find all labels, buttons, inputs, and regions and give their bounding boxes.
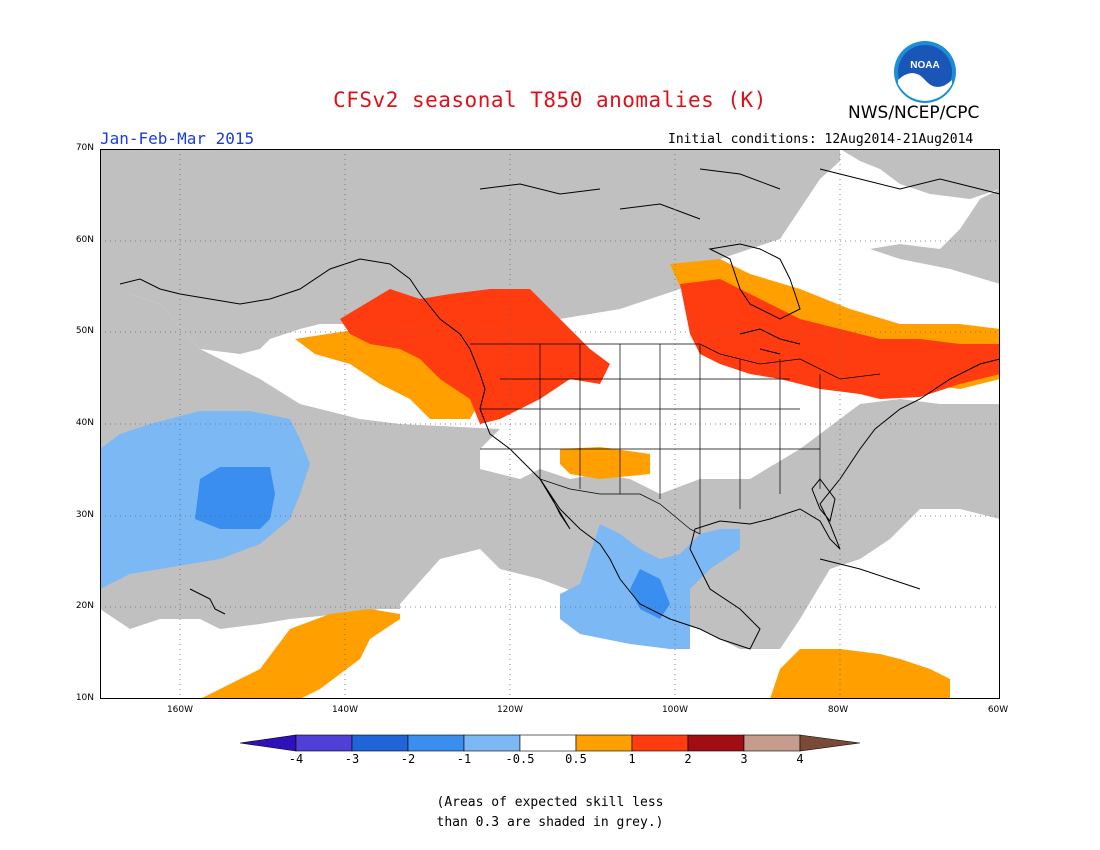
footnote-line: than 0.3 are shaded in grey.) [436, 815, 664, 830]
negative-anomalies [100, 411, 740, 649]
anomaly-map [100, 149, 1000, 699]
colorbar-segment [295, 734, 353, 752]
hawaii [189, 588, 226, 615]
initial-conditions: Initial conditions: 12Aug2014-21Aug2014 [668, 132, 974, 147]
skill-footnote: (Areas of expected skill less than 0.3 a… [0, 793, 1100, 833]
hudson-bay [708, 243, 801, 320]
grey-north-pacific [100, 284, 1000, 649]
lon-label: 60W [987, 705, 1009, 715]
grey-arctic-west [100, 149, 840, 354]
baja-california [539, 478, 571, 530]
us-mexico-border [539, 478, 701, 535]
lat-label: 20N [75, 601, 94, 611]
chart-title: CFSv2 seasonal T850 anomalies (K) [333, 88, 767, 112]
lat-label: 60N [75, 235, 94, 245]
colorbar-label: 1 [628, 752, 636, 766]
colorbar-label: -3 [344, 752, 360, 766]
colorbar-segment [575, 734, 633, 752]
mid-blue-mexico [630, 569, 670, 619]
colorbar-label: 0.5 [565, 752, 587, 766]
colorbar-label: -1 [456, 752, 472, 766]
color-scale-bar [240, 734, 860, 752]
noaa-logo: NOAA [894, 41, 956, 103]
graticule [100, 149, 1000, 699]
colorbar-segment [519, 734, 577, 752]
red-pacific-nw [340, 289, 610, 424]
coastlines [119, 168, 1000, 650]
colorbar-label: -2 [400, 752, 416, 766]
colorbar-segment [240, 734, 297, 752]
forecast-period: Jan-Feb-Mar 2015 [100, 129, 255, 148]
arctic-islands [479, 168, 781, 220]
mid-blue-pacific [195, 467, 275, 529]
lat-label: 40N [75, 418, 94, 428]
footnote-line: (Areas of expected skill less [436, 795, 664, 810]
colorbar-label: 3 [740, 752, 748, 766]
colorbar-label: 2 [684, 752, 692, 766]
colorbar-label: -0.5 [505, 752, 535, 766]
great-lakes [739, 328, 801, 355]
north-america-coast [119, 258, 1000, 650]
orange-caribbean [770, 649, 950, 699]
lat-label: 10N [75, 693, 94, 703]
florida [811, 478, 836, 523]
lat-label: 30N [75, 510, 94, 520]
colorbar-label: -4 [288, 752, 304, 766]
colorbar-label: 4 [796, 752, 804, 766]
positive-anomalies [200, 259, 1000, 699]
orange-southwest [560, 447, 650, 479]
colorbar-segment [407, 734, 465, 752]
lon-label: 100W [661, 705, 689, 715]
grey-arctic-east [840, 149, 1000, 199]
lon-label: 80W [827, 705, 849, 715]
lat-label: 70N [75, 143, 94, 153]
colorbar-segment [799, 734, 860, 752]
organization-label: NWS/NCEP/CPC [848, 103, 980, 123]
state-lines [480, 344, 821, 534]
greenland [819, 168, 1000, 195]
orange-tropical-pacific [200, 609, 400, 699]
colorbar-segment [351, 734, 409, 752]
us-canada-border [470, 343, 881, 380]
grey-greenland-east [870, 189, 1000, 284]
logo-text: NOAA [910, 60, 939, 71]
colorbar-segment [743, 734, 801, 752]
lon-label: 160W [166, 705, 194, 715]
colorbar-segment [631, 734, 689, 752]
colorbar-segment [687, 734, 745, 752]
lon-label: 120W [496, 705, 524, 715]
lon-label: 140W [331, 705, 359, 715]
lat-label: 50N [75, 326, 94, 336]
colorbar-segment [463, 734, 521, 752]
political-borders [470, 343, 881, 535]
